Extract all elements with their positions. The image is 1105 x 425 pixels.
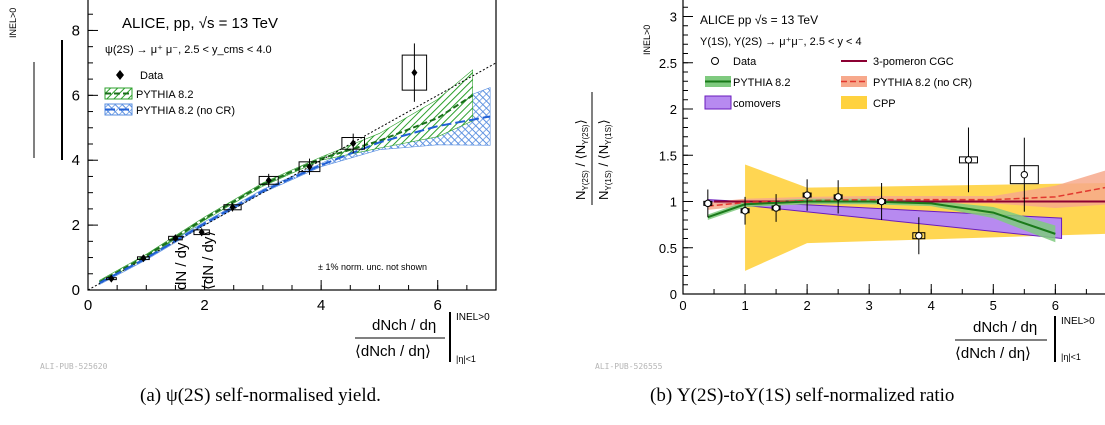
x-tick-label: 3 — [866, 298, 873, 313]
legend-pythia-nocr-label: PYTHIA 8.2 (no CR) — [136, 105, 235, 117]
y-tick-label: 2 — [670, 102, 677, 117]
y-tick-label: 0.5 — [659, 241, 677, 256]
y-axis-label: NΥ(2S) / ⟨NΥ(2S)⟩ NΥ(1S) / ⟨NΥ(1S)⟩ — [573, 92, 613, 205]
legend-data-label: Data — [733, 56, 757, 68]
legend-comovers-swatch — [704, 95, 732, 110]
x-axis-label-numerator: dNch / dη — [372, 317, 436, 334]
x-tick-label: 6 — [434, 297, 442, 314]
x-tick-label: 2 — [804, 298, 811, 313]
data-point — [172, 234, 179, 243]
caption-a: (a) ψ(2S) self-normalised yield. — [140, 385, 381, 406]
x-axis-label-subscript: |η|<1 — [1061, 352, 1081, 362]
y-tick-label: 6 — [72, 87, 80, 104]
legend-pythia-nocr-label: PYTHIA 8.2 (no CR) — [873, 77, 972, 89]
data-point — [265, 176, 272, 185]
publication-id: ALI-PUB-526555 — [595, 362, 663, 371]
process-label: ψ(2S) → μ⁺ μ⁻, 2.5 < y_cms < 4.0 — [105, 44, 272, 56]
legend: Data 3-pomeron CGC PYTHIA 8.2 PYTHIA 8.2… — [704, 56, 972, 110]
x-tick-label: 0 — [84, 297, 92, 314]
x-axis-label-denominator: ⟨dNch / dη⟩ — [955, 345, 1031, 362]
x-axis-label-superscript: INEL>0 — [456, 312, 490, 323]
system-label: ALICE pp √s = 13 TeV — [700, 13, 818, 27]
y-tick-label: 0 — [72, 282, 80, 299]
legend-cgc-label: 3-pomeron CGC — [873, 56, 954, 68]
chart-panel-a: 0 2 4 6 0 2 4 6 8 dN / dy ⟨dN / dy⟩ INEL>0 ALICE… — [0, 0, 540, 425]
legend-pythia-label: PYTHIA 8.2 — [136, 89, 193, 101]
data-point — [915, 232, 923, 240]
data-point — [704, 199, 712, 208]
y-tick-label: 0 — [670, 287, 677, 302]
legend-data-label: Data — [140, 70, 164, 82]
x-tick-label: 5 — [990, 298, 997, 313]
upsilon-ratio-chart: 0 1 2 3 4 5 6 0 0.5 1 1.5 2 2.5 3 NΥ(2S) / ⟨NΥ(2S)⟩ N… — [573, 0, 1105, 362]
pythia-line — [99, 94, 474, 283]
publication-id: ALI-PUB-525620 — [40, 362, 108, 371]
norm-uncertainty-note: ± 1% norm. unc. not shown — [318, 262, 427, 272]
y-tick-label: 1.5 — [659, 148, 677, 163]
chart-panel-b: 0 1 2 3 4 5 6 0 0.5 1 1.5 2 2.5 3 NΥ(2S) / ⟨NΥ(2S)⟩ N… — [555, 0, 1105, 425]
y-tick-label: 8 — [72, 22, 80, 39]
y-tick-label: 1 — [670, 195, 677, 210]
caption-b: (b) Υ(2S)-toΥ(1S) self-normalized ratio — [650, 385, 955, 406]
data-point — [140, 254, 147, 263]
legend-cpp-label: CPP — [873, 98, 896, 110]
x-axis-label-superscript: INEL>0 — [1061, 316, 1095, 327]
legend-data-marker — [711, 57, 719, 65]
x-tick-label: 4 — [928, 298, 935, 313]
system-label: ALICE, pp, √s = 13 TeV — [122, 15, 278, 32]
data-point — [834, 193, 842, 201]
legend-cpp-swatch — [841, 96, 867, 109]
data-point — [229, 203, 236, 212]
data-point — [803, 191, 811, 199]
y-tick-label: 2.5 — [659, 56, 677, 71]
pythia-band — [99, 69, 473, 285]
data-point — [411, 68, 418, 77]
pythia-nocr-line — [707, 186, 1105, 207]
data-point — [877, 197, 886, 206]
x-axis-label-denominator: ⟨dNch / dη⟩ — [355, 343, 431, 360]
y-axis-label-denominator: NΥ(1S) / ⟨NΥ(1S)⟩ — [596, 119, 613, 200]
y-axis-label-denominator: ⟨dN / dy⟩ — [200, 231, 217, 290]
x-tick-label: 6 — [1052, 298, 1059, 313]
x-tick-label: 2 — [200, 297, 208, 314]
x-tick-label: 0 — [679, 298, 686, 313]
y-axis-label-superscript: INEL>0 — [642, 25, 652, 55]
process-label: Υ(1S), Υ(2S) → μ⁺μ⁻, 2.5 < y < 4 — [700, 36, 862, 48]
data-point — [964, 156, 973, 164]
y-axis-label-numerator: NΥ(2S) / ⟨NΥ(2S)⟩ — [573, 119, 590, 200]
x-tick-label: 1 — [741, 298, 748, 313]
data-point — [108, 274, 115, 283]
legend-data-marker — [116, 70, 124, 80]
y-tick-label: 2 — [72, 217, 80, 234]
psi2s-chart: 0 2 4 6 0 2 4 6 8 dN / dy ⟨dN / dy⟩ INEL>0 ALICE… — [8, 0, 497, 364]
data-point — [198, 228, 205, 237]
x-axis-label-subscript: |η|<1 — [456, 354, 476, 364]
legend-pythia-label: PYTHIA 8.2 — [733, 77, 790, 89]
x-tick-label: 4 — [317, 297, 325, 314]
data-point — [350, 139, 357, 148]
pythia-nocr-line — [99, 115, 491, 284]
y-tick-label: 4 — [72, 152, 80, 169]
data-point — [772, 204, 780, 212]
data-point — [1020, 170, 1029, 179]
y-tick-label: 3 — [670, 10, 677, 25]
y-axis-label-superscript: INEL>0 — [8, 8, 18, 38]
y-axis-label-numerator: dN / dy — [173, 242, 190, 290]
x-axis-label-numerator: dNch / dη — [973, 319, 1037, 336]
data-point — [741, 207, 749, 215]
legend-comovers-label: comovers — [733, 98, 781, 110]
data-point — [306, 162, 313, 171]
legend: Data PYTHIA 8.2 PYTHIA 8.2 (no CR) — [104, 70, 235, 117]
